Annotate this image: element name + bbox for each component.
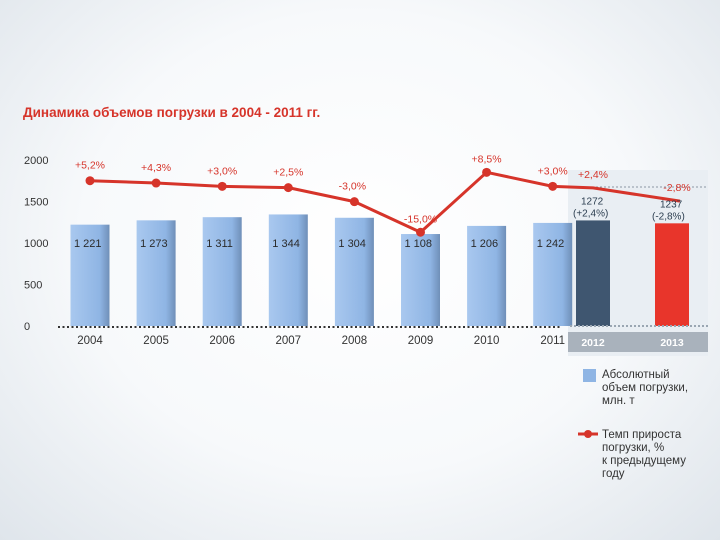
bar-value-label: 1 108 — [405, 238, 433, 250]
legend-swatch-bar — [583, 369, 596, 382]
y-tick-label: 0 — [24, 321, 30, 333]
growth-label: +8,5% — [472, 153, 502, 165]
growth-point-2008 — [349, 197, 359, 207]
bar-2005 — [136, 220, 176, 326]
x-tick-label: 2007 — [276, 335, 302, 347]
growth-label: +5,2% — [75, 160, 105, 172]
bar-value-label: 1 242 — [537, 238, 565, 250]
growth-line — [85, 167, 681, 237]
legend-label-line: погрузки, % — [602, 442, 664, 454]
bar-2010 — [467, 225, 507, 326]
forecast-growth-label: +2,4% — [578, 169, 608, 181]
legend-label-bar: объем погрузки, — [602, 382, 688, 394]
growth-label: +2,5% — [273, 167, 303, 179]
y-tick-label: 1500 — [24, 197, 48, 209]
bar-value-label: 1 206 — [471, 238, 499, 250]
y-tick-label: 2000 — [24, 155, 48, 167]
forecast-delta-label: (-2,8%) — [652, 211, 685, 222]
y-axis: 0 500 1000 1500 2000 — [24, 155, 48, 333]
forecast-value-label: 1237 — [660, 199, 683, 210]
legend-label-bar: млн. т — [602, 395, 635, 407]
x-tick-label: 2005 — [143, 335, 169, 347]
forecast-delta-label: (+2,4%) — [573, 208, 608, 219]
legend-label-line: Темп прироста — [602, 429, 682, 441]
labels: 1 221 1 273 1 311 1 344 1 304 1 108 1 206 1 242… — [74, 153, 691, 250]
legend-label-line: к предыдущему — [602, 455, 686, 467]
growth-point-2007 — [283, 183, 293, 193]
forecast-bar-2013 — [655, 223, 689, 326]
bar-2008 — [334, 217, 374, 326]
x-tick-label: 2008 — [342, 335, 368, 347]
growth-line-path — [89, 170, 681, 234]
bar-2011 — [533, 222, 573, 326]
bar-value-label: 1 311 — [206, 238, 233, 250]
growth-point-2011 — [548, 181, 558, 191]
growth-label: -3,0% — [339, 181, 366, 193]
bar-value-label: 1 273 — [140, 238, 168, 250]
x-axis: 2004 2005 2006 2007 2008 2009 2010 2011 2012 2013 — [58, 325, 710, 352]
growth-point-2005 — [151, 178, 161, 188]
growth-label: +3,0% — [207, 165, 237, 177]
x-tick-label: 2006 — [209, 335, 235, 347]
bar-value-label: 1 344 — [272, 238, 300, 250]
forecast-axis-band — [568, 332, 708, 352]
forecast-growth-label: -2,8% — [663, 182, 690, 194]
x-tick-label: 2010 — [474, 335, 500, 347]
growth-point-2010 — [482, 167, 492, 177]
bar-2004 — [70, 224, 110, 326]
bar-value-label: 1 304 — [338, 238, 366, 250]
bars — [70, 214, 689, 326]
legend-label-line: году — [602, 468, 625, 480]
bar-2007 — [268, 214, 308, 326]
y-tick-label: 1000 — [24, 238, 48, 250]
x-tick-label: 2009 — [408, 335, 434, 347]
forecast-x-tick-label: 2012 — [581, 337, 605, 349]
forecast-value-label: 1272 — [581, 196, 604, 207]
forecast-x-tick-label: 2013 — [660, 337, 684, 349]
y-tick-label: 500 — [24, 280, 42, 292]
bar-value-label: 1 221 — [74, 238, 102, 250]
legend-swatch-dot — [584, 430, 592, 438]
growth-point-2006 — [217, 181, 227, 191]
growth-label: -15,0% — [404, 213, 437, 225]
growth-point-2009 — [416, 227, 425, 237]
bar-2009 — [401, 234, 440, 326]
bar-2006 — [202, 217, 242, 326]
chart-title: Динамика объемов погрузки в 2004 - 2011 … — [23, 105, 320, 120]
forecast-bar-2012 — [576, 220, 610, 326]
legend-label-bar: Абсолютный — [602, 369, 670, 381]
x-tick-label: 2011 — [540, 335, 565, 347]
growth-point-2004 — [85, 176, 95, 186]
x-tick-label: 2004 — [77, 335, 103, 347]
growth-label: +3,0% — [538, 165, 568, 177]
growth-label: +4,3% — [141, 162, 171, 174]
